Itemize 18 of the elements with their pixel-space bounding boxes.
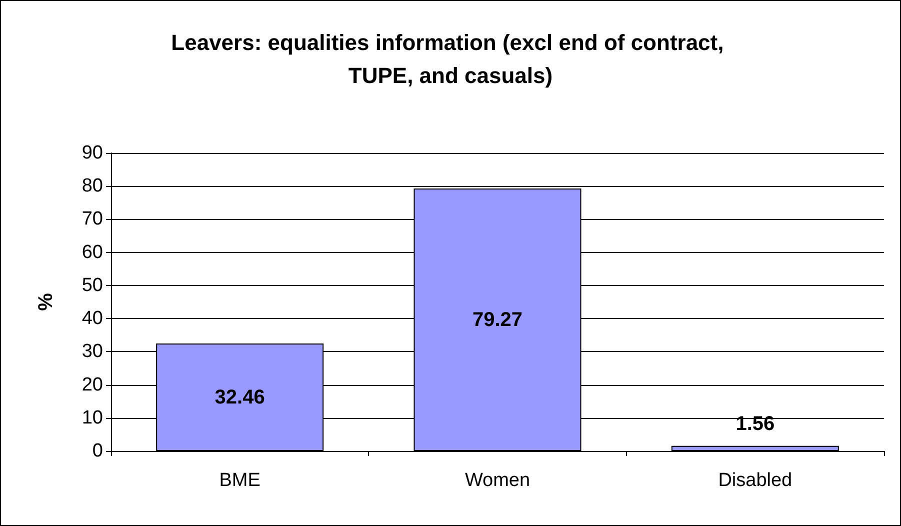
y-axis-title: %	[35, 292, 57, 311]
data-label: 79.27	[472, 308, 523, 331]
bar	[671, 446, 839, 451]
y-tick-label: 40	[82, 308, 103, 330]
y-tick-label: 0	[92, 440, 103, 462]
y-tick-label: 90	[82, 142, 103, 164]
y-tick-label: 10	[82, 407, 103, 428]
y-tick-label: 50	[82, 274, 103, 296]
y-tick-label: 60	[82, 242, 103, 263]
x-tick-label: BME	[219, 470, 260, 491]
y-tick-label: 20	[82, 374, 103, 396]
y-tick-label: 70	[82, 208, 103, 230]
chart-title: Leavers: equalities information (excl end of contract, TUPE, and casuals)	[171, 30, 730, 88]
y-tick-label: 80	[82, 176, 103, 197]
x-tick-label: Disabled	[718, 470, 792, 491]
data-label: 32.46	[214, 386, 265, 408]
x-tick-label: Women	[464, 470, 530, 491]
y-tick-label: 30	[82, 341, 103, 362]
